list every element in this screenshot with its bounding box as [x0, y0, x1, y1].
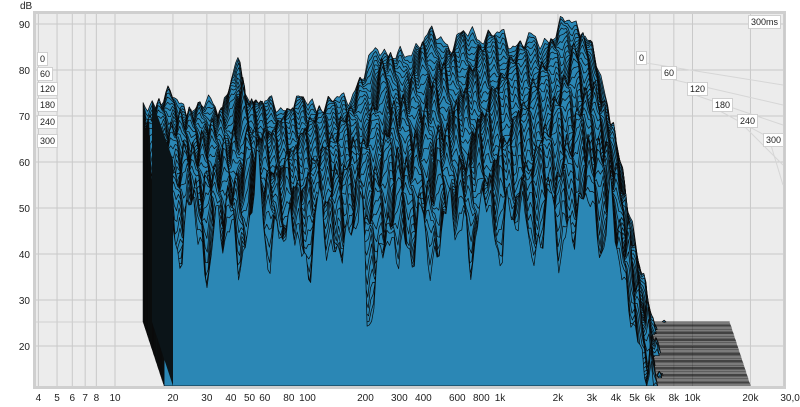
x-tick-label: 400 — [415, 393, 432, 404]
depth-gridline — [769, 141, 784, 186]
waterfall-slice — [163, 149, 751, 386]
y-tick-label: 90 — [19, 20, 31, 31]
y-tick-label: 70 — [19, 112, 31, 123]
x-tick-label: 10 — [109, 393, 121, 404]
x-tick-label: 4 — [36, 393, 42, 404]
time-tick-right: 240 — [737, 114, 759, 128]
waterfall-side-face — [152, 100, 173, 386]
x-tick-label: 6 — [70, 393, 76, 404]
time-tick-right: 300 — [763, 133, 785, 147]
time-tick-left: 120 — [37, 82, 59, 96]
x-ticks: 4 5 6 7 8 10 20 30 40 50 60 80 100 200 300 400 600 800 1k 2… — [36, 393, 800, 404]
x-tick-label: 30,0k Hz — [780, 393, 800, 404]
x-tick-label: 20k — [742, 393, 759, 404]
x-tick-label: 5 — [54, 393, 60, 404]
time-tick-left: 240 — [37, 115, 59, 129]
x-tick-label: 600 — [449, 393, 466, 404]
x-tick-label: 7 — [82, 393, 88, 404]
x-tick-label: 100 — [299, 393, 316, 404]
y-axis-label: dB — [20, 1, 33, 12]
depth-gridline — [639, 61, 784, 86]
x-tick-label: 50 — [244, 393, 256, 404]
y-tick-label: 20 — [19, 342, 31, 353]
time-tick-left: 60 — [37, 67, 54, 81]
x-tick-label: 30 — [201, 393, 213, 404]
time-tick-left: 180 — [37, 98, 59, 112]
depth-gridline — [691, 93, 784, 126]
time-tick-left: 0 — [37, 52, 49, 66]
y-ticks: 90 80 70 60 50 40 30 20 — [19, 20, 31, 353]
x-tick-label: 8 — [94, 393, 100, 404]
x-tick-label: 800 — [473, 393, 490, 404]
y-tick-label: 80 — [19, 66, 31, 77]
x-tick-label: 20 — [167, 393, 179, 404]
time-tick-right: 0 — [636, 51, 648, 65]
time-axis-label: 300ms — [748, 15, 782, 29]
x-tick-label: 4k — [611, 393, 623, 404]
waterfall-slices — [142, 16, 751, 386]
x-tick-label: 6k — [645, 393, 657, 404]
y-tick-label: 60 — [19, 158, 31, 169]
y-tick-label: 30 — [19, 296, 31, 307]
depth-gridline — [665, 77, 784, 106]
x-tick-label: 2k — [553, 393, 565, 404]
x-tick-label: 8k — [669, 393, 681, 404]
time-tick-left: 300 — [37, 134, 59, 148]
x-tick-label: 200 — [357, 393, 374, 404]
time-tick-right: 120 — [687, 82, 709, 96]
x-tick-label: 80 — [283, 393, 295, 404]
x-tick-label: 1k — [495, 393, 507, 404]
x-tick-label: 3k — [587, 393, 599, 404]
y-tick-label: 40 — [19, 250, 31, 261]
x-tick-label: 40 — [225, 393, 237, 404]
x-tick-label: 5k — [629, 393, 641, 404]
time-tick-right: 60 — [661, 66, 678, 80]
time-tick-right: 180 — [712, 98, 734, 112]
y-tick-label: 50 — [19, 204, 31, 215]
x-tick-label: 10k — [684, 393, 701, 404]
x-tick-label: 300 — [391, 393, 408, 404]
x-tick-label: 60 — [259, 393, 271, 404]
